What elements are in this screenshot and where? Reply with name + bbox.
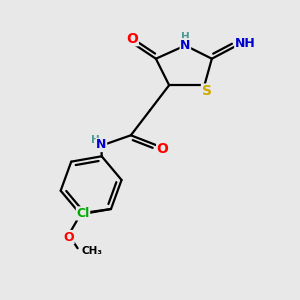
Text: N: N	[180, 39, 190, 52]
Text: O: O	[157, 142, 169, 156]
Text: NH: NH	[235, 38, 256, 50]
Text: CH₃: CH₃	[81, 246, 102, 256]
Text: H: H	[91, 135, 99, 145]
Text: O: O	[126, 32, 138, 46]
Text: O: O	[63, 231, 74, 244]
Text: N: N	[96, 139, 106, 152]
Text: H: H	[181, 32, 190, 42]
Text: Cl: Cl	[76, 207, 90, 220]
Text: S: S	[202, 84, 212, 98]
